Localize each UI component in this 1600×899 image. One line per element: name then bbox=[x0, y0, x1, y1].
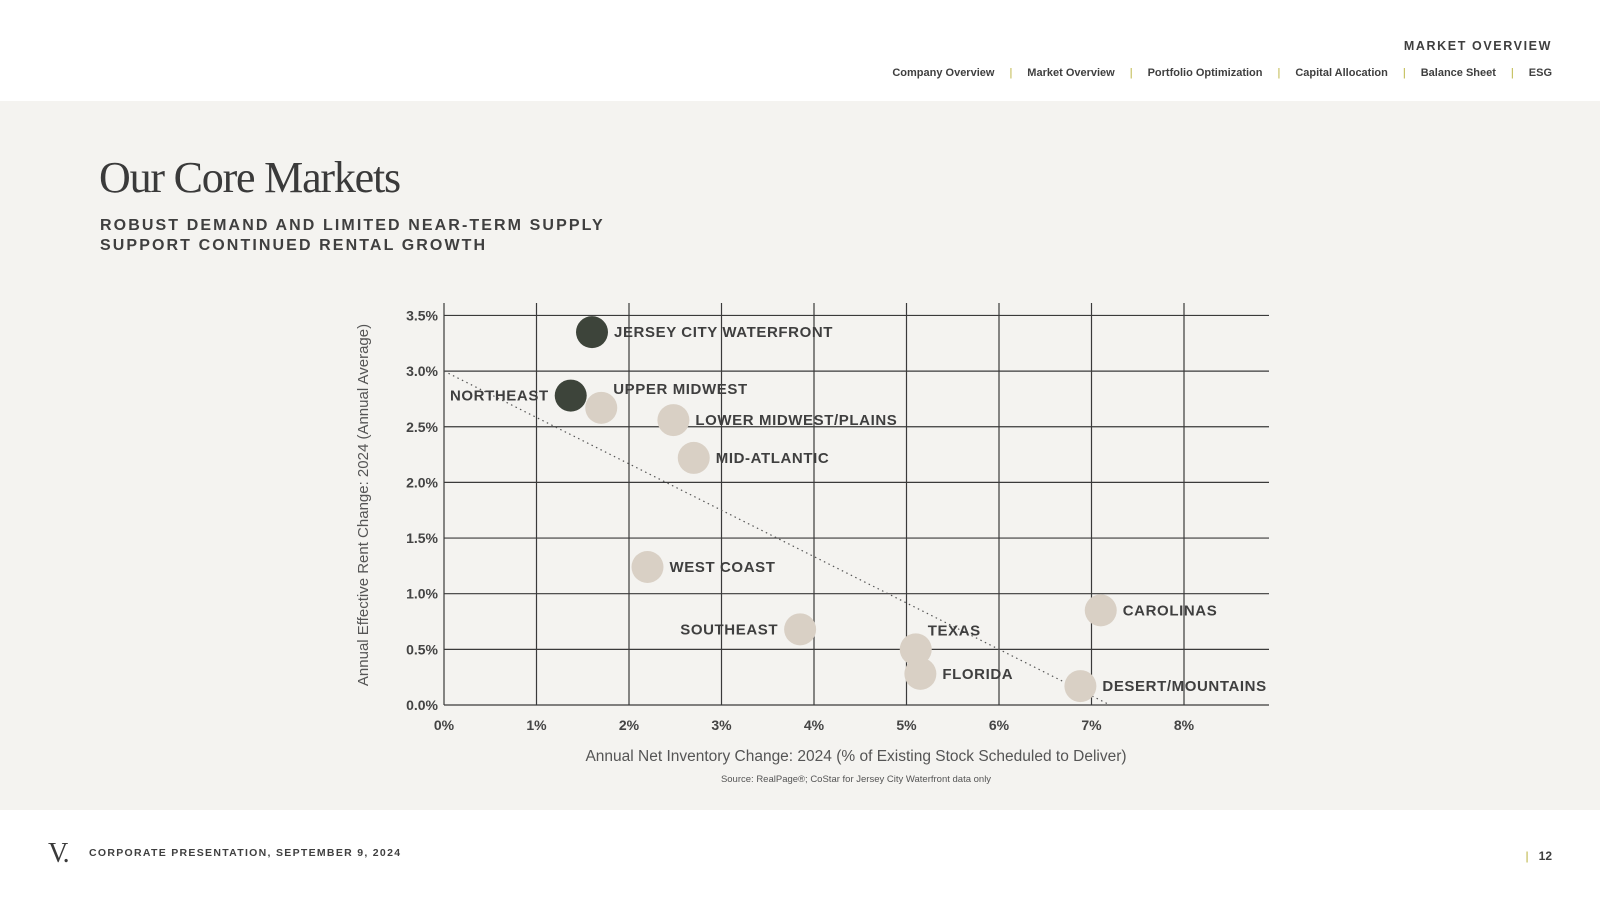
nav-capital-allocation[interactable]: Capital Allocation bbox=[1295, 67, 1388, 79]
source-note: Source: RealPage®; CoStar for Jersey Cit… bbox=[720, 774, 992, 785]
page-separator: | bbox=[1525, 849, 1529, 863]
nav-separator: | bbox=[1129, 67, 1133, 79]
x-axis-title: Annual Net Inventory Change: 2024 (% of … bbox=[585, 748, 1126, 765]
label-mid-atlantic: MID-ATLANTIC bbox=[716, 450, 830, 467]
nav-portfolio-optimization[interactable]: Portfolio Optimization bbox=[1147, 67, 1263, 79]
bubble-southeast bbox=[784, 613, 817, 646]
label-lower-midwest-plains: LOWER MIDWEST/PLAINS bbox=[695, 412, 897, 429]
top-nav: Company Overview | Market Overview | Por… bbox=[892, 67, 1552, 79]
label-texas: TEXAS bbox=[928, 622, 981, 639]
label-northeast: NORTHEAST bbox=[450, 388, 549, 405]
y-tick-label: 2.0% bbox=[406, 474, 438, 490]
nav-market-overview[interactable]: Market Overview bbox=[1027, 67, 1115, 79]
x-tick-label: 4% bbox=[804, 717, 825, 733]
x-tick-label: 2% bbox=[619, 717, 640, 733]
footer-presentation-label: CORPORATE PRESENTATION, SEPTEMBER 9, 202… bbox=[89, 847, 402, 859]
page-subtitle: ROBUST DEMAND AND LIMITED NEAR-TERM SUPP… bbox=[100, 217, 605, 254]
y-tick-label: 1.0% bbox=[406, 586, 438, 602]
point-desert-mountains: DESERT/MOUNTAINS bbox=[1064, 670, 1266, 703]
point-florida: FLORIDA bbox=[904, 657, 1013, 690]
label-jersey-city-waterfront: JERSEY CITY WATERFRONT bbox=[614, 324, 833, 341]
x-tick-label: 6% bbox=[989, 717, 1010, 733]
label-florida: FLORIDA bbox=[942, 666, 1013, 683]
page-title: Our Core Markets bbox=[99, 153, 401, 202]
nav-balance-sheet[interactable]: Balance Sheet bbox=[1420, 67, 1496, 79]
y-tick-label: 0.0% bbox=[406, 697, 438, 713]
y-tick-label: 3.5% bbox=[406, 307, 438, 323]
trend-line bbox=[443, 370, 1111, 706]
content-band bbox=[0, 101, 1600, 810]
y-tick-label: 0.5% bbox=[406, 641, 438, 657]
point-jersey-city-waterfront: JERSEY CITY WATERFRONT bbox=[576, 316, 833, 349]
label-southeast: SOUTHEAST bbox=[680, 621, 778, 638]
x-tick-label: 3% bbox=[711, 717, 732, 733]
x-tick-label: 8% bbox=[1174, 717, 1195, 733]
point-west-coast: WEST COAST bbox=[631, 550, 776, 583]
label-desert-mountains: DESERT/MOUNTAINS bbox=[1102, 678, 1266, 695]
point-southeast: SOUTHEAST bbox=[680, 613, 817, 646]
bubble-desert-mountains bbox=[1064, 670, 1097, 703]
x-tick-label: 1% bbox=[526, 717, 547, 733]
nav-separator: | bbox=[1009, 67, 1013, 79]
label-west-coast: WEST COAST bbox=[670, 559, 776, 576]
page-number: | 12 bbox=[1526, 849, 1552, 863]
nav-company-overview[interactable]: Company Overview bbox=[892, 67, 995, 79]
x-tick-label: 7% bbox=[1081, 717, 1102, 733]
bubble-jersey-city-waterfront bbox=[576, 316, 608, 349]
nav-separator: | bbox=[1277, 67, 1281, 79]
x-tick-label: 0% bbox=[434, 717, 455, 733]
bubble-florida bbox=[904, 657, 937, 690]
nav-esg[interactable]: ESG bbox=[1528, 67, 1552, 79]
y-tick-label: 3.0% bbox=[406, 363, 438, 379]
section-title: MARKET OVERVIEW bbox=[1403, 39, 1552, 53]
point-carolinas: CAROLINAS bbox=[1084, 594, 1218, 627]
point-texas: TEXAS bbox=[899, 622, 981, 666]
x-tick-label: 5% bbox=[896, 717, 917, 733]
label-upper-midwest: UPPER MIDWEST bbox=[613, 381, 747, 398]
bubble-west-coast bbox=[631, 550, 664, 583]
bubble-northeast bbox=[554, 379, 587, 412]
y-tick-label: 2.5% bbox=[406, 419, 438, 435]
bubble-lower-midwest-plains bbox=[657, 404, 690, 437]
bubble-carolinas bbox=[1084, 594, 1117, 627]
y-axis-title: Annual Effective Rent Change: 2024 (Annu… bbox=[355, 324, 372, 686]
company-logo: V. bbox=[48, 838, 70, 869]
bubble-texas bbox=[899, 633, 932, 666]
label-carolinas: CAROLINAS bbox=[1123, 602, 1218, 619]
bubble-mid-atlantic bbox=[677, 441, 710, 474]
page-number-value: 12 bbox=[1538, 849, 1552, 863]
y-tick-label: 1.5% bbox=[406, 530, 438, 546]
point-lower-midwest-plains: LOWER MIDWEST/PLAINS bbox=[657, 404, 897, 437]
bubble-upper-midwest bbox=[585, 391, 618, 424]
nav-separator: | bbox=[1402, 67, 1406, 79]
point-mid-atlantic: MID-ATLANTIC bbox=[677, 441, 830, 474]
point-upper-midwest: UPPER MIDWEST bbox=[585, 381, 747, 424]
nav-separator: | bbox=[1510, 67, 1514, 79]
point-northeast: NORTHEAST bbox=[450, 379, 587, 412]
